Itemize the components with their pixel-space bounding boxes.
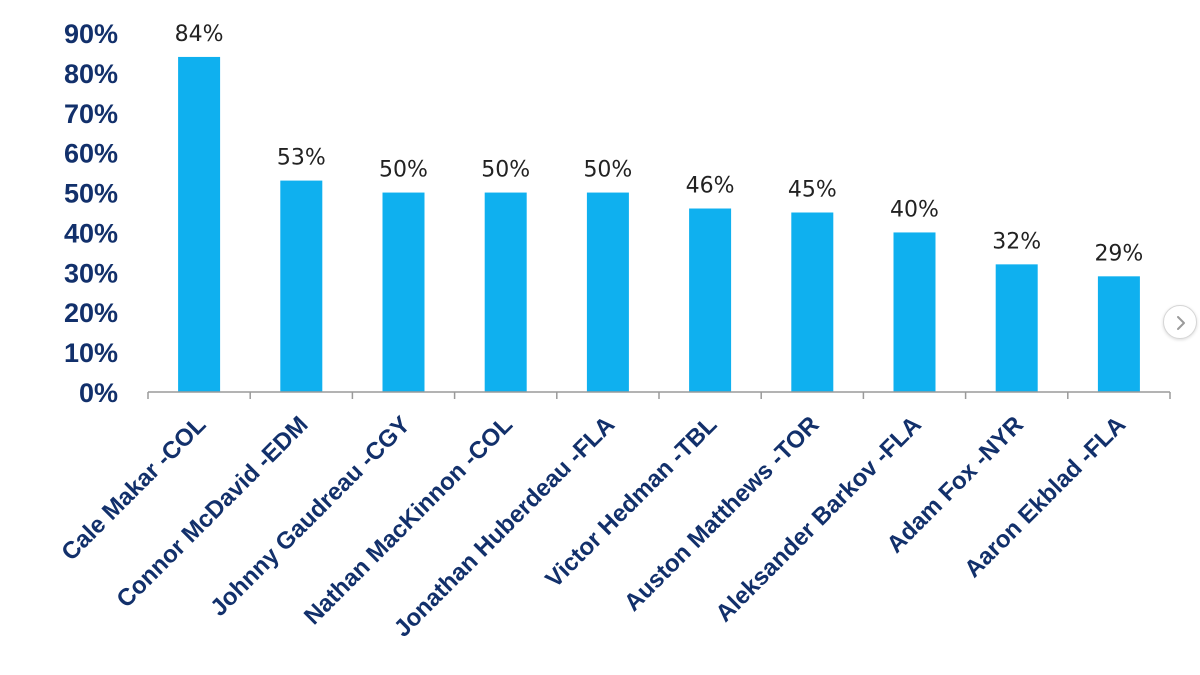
x-axis-ticks — [147, 392, 1171, 399]
data-label: 84% — [175, 22, 224, 47]
data-label: 50% — [583, 158, 632, 183]
bar — [689, 208, 732, 392]
y-tick-label: 20% — [64, 298, 118, 328]
data-label: 50% — [379, 158, 428, 183]
y-tick-label: 80% — [64, 59, 118, 89]
x-tick-label: Victor Hedman -TBL — [540, 411, 722, 593]
data-label: 45% — [788, 178, 837, 203]
y-tick-label: 10% — [64, 338, 118, 368]
data-label: 32% — [992, 229, 1041, 254]
bar-series — [178, 56, 1140, 392]
chevron-right-icon — [1177, 316, 1185, 330]
x-tick-label: Jonathan Huberdeau -FLA — [389, 411, 620, 642]
data-label: 46% — [686, 174, 735, 199]
data-labels: 84% 53% 50% 50% 50% 46% 45% 40% 32% 29% — [175, 22, 1144, 266]
data-label: 29% — [1094, 241, 1143, 266]
bar — [382, 192, 425, 392]
x-tick-label: Auston Matthews -TOR — [619, 411, 824, 616]
bar — [1097, 276, 1140, 392]
bar — [484, 192, 527, 392]
data-label: 50% — [481, 158, 530, 183]
x-tick-label: Aleksander Barkov -FLA — [711, 411, 927, 627]
x-tick-label: Johnny Gaudreau -CGY — [205, 411, 416, 622]
data-label: 53% — [277, 146, 326, 171]
x-tick-label: Connor McDavid -EDM — [112, 411, 314, 613]
y-tick-label: 30% — [64, 258, 118, 288]
y-tick-label: 60% — [64, 139, 118, 169]
data-label: 40% — [890, 197, 939, 222]
bar — [791, 212, 834, 392]
y-tick-label: 90% — [64, 19, 118, 49]
bar — [280, 180, 323, 392]
bar — [178, 56, 221, 392]
y-tick-label: 40% — [64, 218, 118, 248]
y-tick-label: 50% — [64, 179, 118, 209]
y-axis-tick-labels: 0% 10% 20% 30% 40% 50% 60% 70% 80% 90% — [64, 19, 118, 408]
y-tick-label: 0% — [79, 378, 118, 408]
bar — [586, 192, 629, 392]
bar — [995, 264, 1038, 392]
bar — [893, 232, 936, 392]
x-tick-label: Nathan MacKinnon -COL — [299, 411, 518, 630]
y-tick-label: 70% — [64, 99, 118, 129]
carousel-next-button[interactable] — [1163, 305, 1197, 339]
